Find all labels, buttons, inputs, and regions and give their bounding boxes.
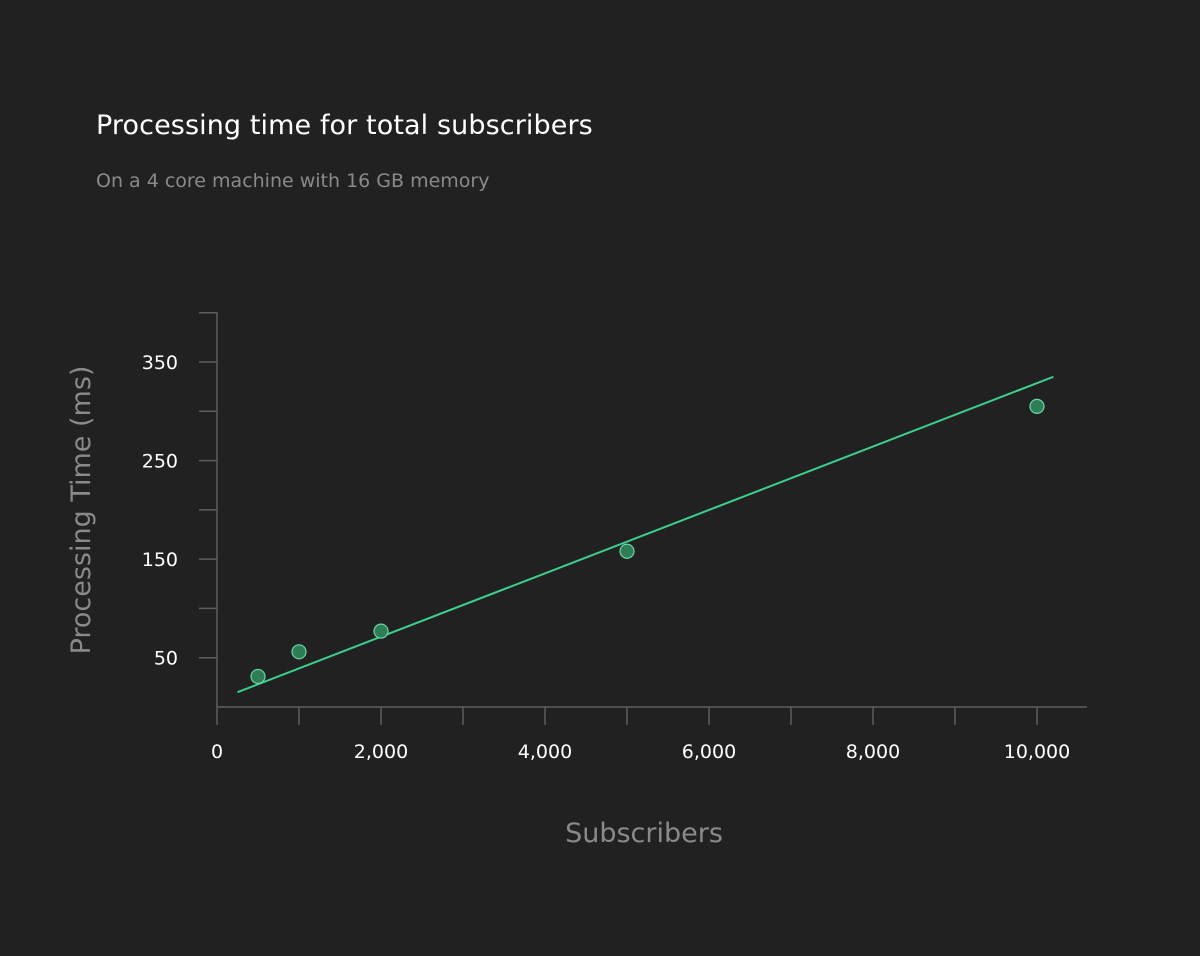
x-tick-label: 8,000 — [846, 741, 900, 763]
data-point — [291, 644, 307, 660]
x-axis-title: Subscribers — [565, 818, 723, 849]
axes — [216, 312, 1087, 708]
trendline — [237, 375, 1054, 694]
x-tick-label: 10,000 — [1004, 741, 1070, 763]
y-tick-label: 250 — [142, 451, 178, 473]
ticks: 50 150 250 350 0 2,000 4,000 6,000 8,000 10,000 — [142, 311, 1070, 763]
y-tick-label: 50 — [154, 648, 178, 670]
data-point — [250, 668, 266, 685]
trendline-group — [237, 375, 1054, 694]
y-tick-label: 350 — [142, 352, 178, 374]
chart-subtitle: On a 4 core machine with 16 GB memory — [96, 170, 490, 192]
x-tick-label: 6,000 — [682, 741, 736, 763]
x-tick-label: 4,000 — [518, 741, 572, 763]
data-points — [250, 398, 1045, 685]
x-tick-label: 2,000 — [354, 741, 408, 763]
y-tick-label: 150 — [142, 549, 178, 571]
data-point — [619, 543, 635, 559]
y-axis-title: Processing Time (ms) — [66, 366, 97, 655]
chart-title: Processing time for total subscribers — [96, 110, 593, 141]
x-tick-label: 0 — [211, 741, 223, 763]
data-point — [373, 623, 389, 639]
data-point — [1029, 398, 1045, 414]
